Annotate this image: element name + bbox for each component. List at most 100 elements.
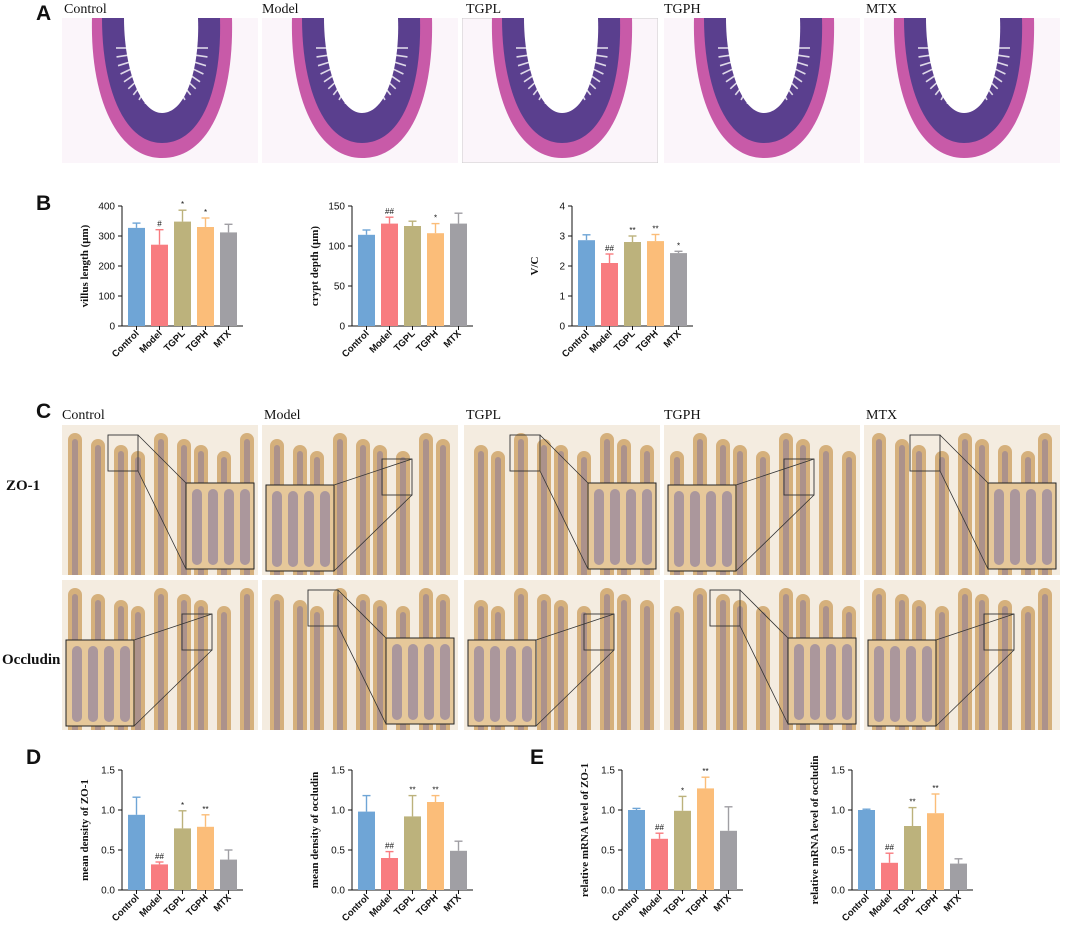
bar-mtx <box>720 830 737 890</box>
bar-tgph <box>427 233 444 326</box>
bar-tgpl <box>174 828 191 890</box>
category-label-tgpl: TGPL <box>892 892 918 918</box>
y-tick-label: 0.0 <box>101 886 115 897</box>
category-label-control: Control <box>610 892 642 924</box>
ihc-image-zo1-mtx <box>864 425 1060 575</box>
y-tick-label: 1.5 <box>601 766 615 777</box>
y-tick-label: 300 <box>98 232 115 243</box>
ihc-image-occludin-tgph <box>664 580 860 730</box>
significance-label: * <box>204 208 207 217</box>
category-label-control: Control <box>560 328 592 360</box>
bar-control <box>578 240 595 326</box>
y-tick-label: 0.5 <box>831 846 845 857</box>
category-label-tgpl: TGPL <box>662 892 688 918</box>
significance-label: ** <box>702 767 708 776</box>
y-tick-label: 1.5 <box>101 766 115 777</box>
ihc-image-occludin-tgpl <box>464 580 660 730</box>
bar-mtx <box>450 223 467 326</box>
category-label-model: Model <box>367 892 394 919</box>
ihc-label-model: Model <box>264 408 301 423</box>
category-label-control: Control <box>340 328 372 360</box>
bar-tgph <box>697 788 714 890</box>
y-tick-label: 50 <box>334 282 346 293</box>
he-image-control <box>62 18 258 163</box>
y-tick-label: 0 <box>109 322 115 333</box>
category-label-model: Model <box>137 328 164 355</box>
panel-letter-c: C <box>36 400 52 423</box>
bar-model <box>151 244 168 326</box>
significance-label: ## <box>655 823 664 832</box>
chart-mean-density-occludin: 0.0 0.5 1.0 1.5 mean density of occludin Cont… <box>309 766 473 924</box>
category-label-model: Model <box>637 892 664 919</box>
y-tick-label: 0.0 <box>831 886 845 897</box>
y-tick-label: 1.0 <box>601 806 615 817</box>
significance-label: ** <box>202 805 208 814</box>
ihc-image-occludin-model <box>262 580 458 730</box>
y-tick-label: 0.5 <box>601 846 615 857</box>
category-label-mtx: MTX <box>442 892 464 914</box>
category-label-mtx: MTX <box>212 328 234 350</box>
bar-tgpl <box>624 242 641 326</box>
significance-label: * <box>181 200 184 209</box>
bar-tgpl <box>904 826 921 890</box>
y-tick-label: 0 <box>339 322 345 333</box>
bar-mtx <box>220 859 237 890</box>
bar-model <box>651 838 668 890</box>
significance-label: ## <box>385 207 394 216</box>
category-label-mtx: MTX <box>712 892 734 914</box>
category-label-model: Model <box>367 328 394 355</box>
ihc-image-occludin-mtx <box>864 580 1060 730</box>
category-label-tgph: TGPH <box>414 328 441 355</box>
significance-label: # <box>157 220 162 229</box>
category-label-model: Model <box>867 892 894 919</box>
y-tick-label: 1.5 <box>831 766 845 777</box>
y-tick-label: 100 <box>98 292 115 303</box>
ihc-image-zo1-tgpl <box>464 425 660 575</box>
category-label-control: Control <box>840 892 872 924</box>
ihc-image-occludin-control <box>62 580 258 730</box>
significance-label: ** <box>409 786 415 795</box>
he-label-mtx: MTX <box>866 2 898 17</box>
bar-mtx <box>950 863 967 890</box>
significance-label: * <box>677 241 680 250</box>
y-tick-label: 0.5 <box>331 846 345 857</box>
bar-tgpl <box>174 221 191 326</box>
bar-mtx <box>220 232 237 326</box>
bar-model <box>151 864 168 890</box>
category-label-tgph: TGPH <box>414 892 441 919</box>
category-label-control: Control <box>110 892 142 924</box>
bar-control <box>128 227 145 326</box>
significance-label: ## <box>385 842 394 851</box>
y-tick-label: 0.0 <box>331 886 345 897</box>
bar-control <box>858 810 875 890</box>
y-tick-label: 1.0 <box>101 806 115 817</box>
panel-letter-a: A <box>36 2 52 25</box>
significance-label: ** <box>432 786 438 795</box>
y-tick-label: 100 <box>328 242 345 253</box>
bar-tgph <box>927 813 944 890</box>
category-label-mtx: MTX <box>212 892 234 914</box>
category-label-tgph: TGPH <box>184 892 211 919</box>
y-tick-label: 1 <box>559 292 565 303</box>
bar-tgpl <box>674 810 691 890</box>
chart-vc-ratio: 0 1 2 3 4 V/C Control ## Model ** TGPL ** TGPH * MTX <box>529 202 693 360</box>
panel-letter-b: B <box>36 192 52 215</box>
y-axis-title: V/C <box>529 256 541 275</box>
category-label-tgpl: TGPL <box>612 328 638 354</box>
bar-tgph <box>647 241 664 326</box>
he-label-tgpl: TGPL <box>466 2 501 17</box>
significance-label: * <box>681 786 684 795</box>
y-axis-title: relative mRNA level of ZO-1 <box>579 763 591 897</box>
category-label-control: Control <box>340 892 372 924</box>
panel-letter-e: E <box>530 746 545 769</box>
significance-label: ** <box>652 225 658 234</box>
significance-label: ** <box>932 784 938 793</box>
bar-model <box>601 263 618 326</box>
he-image-model <box>262 18 458 163</box>
y-tick-label: 4 <box>559 202 565 213</box>
significance-label: ** <box>629 226 635 235</box>
ihc-label-mtx: MTX <box>866 408 898 423</box>
category-label-tgph: TGPH <box>684 892 711 919</box>
significance-label: ## <box>605 244 614 253</box>
